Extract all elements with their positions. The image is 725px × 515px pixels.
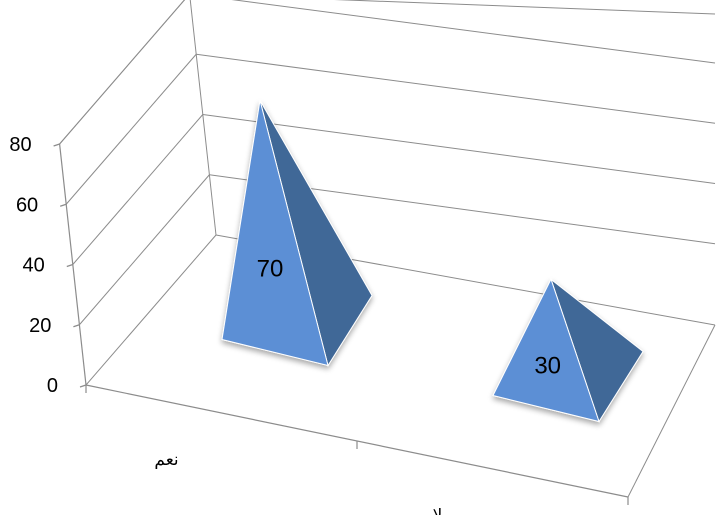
y-axis-ticks: 0 20 40 60 80 bbox=[9, 134, 87, 397]
y-tick-mark bbox=[53, 143, 60, 147]
back-gridline bbox=[196, 53, 716, 124]
y-tick-label-20: 20 bbox=[29, 315, 51, 337]
x-axis-categories: نعم لا bbox=[154, 450, 442, 515]
back-gridline bbox=[231, 0, 716, 64]
back-gridline-top bbox=[334, 0, 716, 15]
floor-right-edge bbox=[627, 324, 716, 498]
pyramid-1 bbox=[492, 277, 644, 423]
y-tick-label-0: 0 bbox=[47, 375, 58, 397]
side-gridline-top bbox=[59, 0, 186, 145]
y-tick-mark bbox=[66, 263, 73, 268]
category-label-0: نعم bbox=[154, 450, 178, 470]
y-tick-mark bbox=[60, 203, 67, 207]
axes bbox=[59, 0, 716, 505]
side-gridline bbox=[65, 53, 197, 205]
gridlines bbox=[59, 0, 716, 326]
side-gridline bbox=[79, 174, 210, 326]
side-gridline bbox=[59, 0, 186, 145]
y-tick-mark bbox=[73, 324, 80, 328]
pyramids bbox=[221, 100, 644, 423]
floor-left-edge bbox=[85, 234, 217, 386]
data-label-0: 70 bbox=[257, 255, 284, 282]
back-gridline bbox=[202, 114, 716, 184]
data-label-1: 30 bbox=[534, 352, 561, 379]
category-label-1: لا bbox=[433, 506, 443, 515]
y-tick-label-80: 80 bbox=[9, 134, 31, 156]
side-gridline bbox=[72, 114, 204, 265]
y-tick-label-60: 60 bbox=[16, 194, 38, 216]
y-tick-label-40: 40 bbox=[23, 255, 45, 277]
back-wall-left-edge bbox=[189, 0, 217, 236]
pyramid-front-face bbox=[221, 100, 329, 367]
y-tick-mark bbox=[79, 384, 87, 388]
data-labels: 70 30 bbox=[257, 255, 561, 379]
pyramid-0 bbox=[221, 100, 373, 367]
pyramid-front-face bbox=[492, 278, 600, 423]
